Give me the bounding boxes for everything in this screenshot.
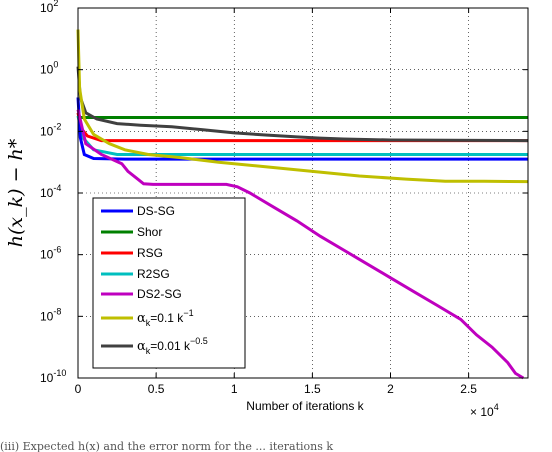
x-tick-label: 2.5 [460, 382, 477, 396]
y-axis-label: h(x_k) − h* [5, 138, 27, 247]
line-chart: 0 0.5 1 1.5 2 2.5 102 100 10-2 10-4 10-6 10-8 10-10… [5, 0, 529, 419]
y-tick-label: 10-2 [40, 121, 61, 138]
series-line-1 [77, 114, 528, 119]
legend-entry-label: DS-SG [137, 204, 175, 218]
y-tick-label: 10-4 [40, 183, 61, 200]
y-tick-label: 10-8 [40, 306, 61, 323]
series-line-0 [76, 97, 528, 161]
series-line-5 [76, 29, 529, 184]
x-tick-label: 0.5 [148, 382, 165, 396]
legend-entry-label: Shor [137, 225, 162, 239]
legend-box [92, 197, 246, 369]
legend-entry-label: αk=0.1 k−1 [137, 308, 194, 328]
y-tick-label: 10-6 [40, 245, 61, 262]
y-tick-label: 10-10 [40, 368, 66, 385]
x-axis-ticks: 0 0.5 1 1.5 2 2.5 [75, 8, 477, 396]
y-tick-label: 102 [40, 0, 58, 15]
legend-entry-label: RSG [137, 246, 163, 260]
series-line-4 [76, 109, 525, 380]
series-lines [76, 29, 529, 380]
x-axis-multiplier: × 104 [470, 402, 499, 419]
x-tick-label: 0 [75, 382, 82, 396]
legend-entry-label: R2SG [137, 267, 170, 281]
y-tick-label: 100 [40, 60, 58, 77]
y-axis-ticks: 102 100 10-2 10-4 10-6 10-8 10-10 [40, 0, 528, 385]
x-axis-label: Number of iterations k [246, 399, 364, 413]
legend: DS-SG Shor RSG R2SG DS2-SG αk=0.1 k−1 αk=0.01 … [92, 197, 246, 369]
x-tick-label: 1 [231, 382, 238, 396]
legend-entry-label: αk=0.01 k−0.5 [137, 336, 208, 356]
x-tick-label: 2 [387, 382, 394, 396]
legend-entry-label: DS2-SG [137, 287, 182, 301]
series-line-3 [76, 115, 528, 156]
x-tick-label: 1.5 [304, 382, 321, 396]
series-line-6 [76, 66, 529, 143]
figure-caption: (iii) Expected h(x) and the error norm f… [0, 440, 334, 452]
